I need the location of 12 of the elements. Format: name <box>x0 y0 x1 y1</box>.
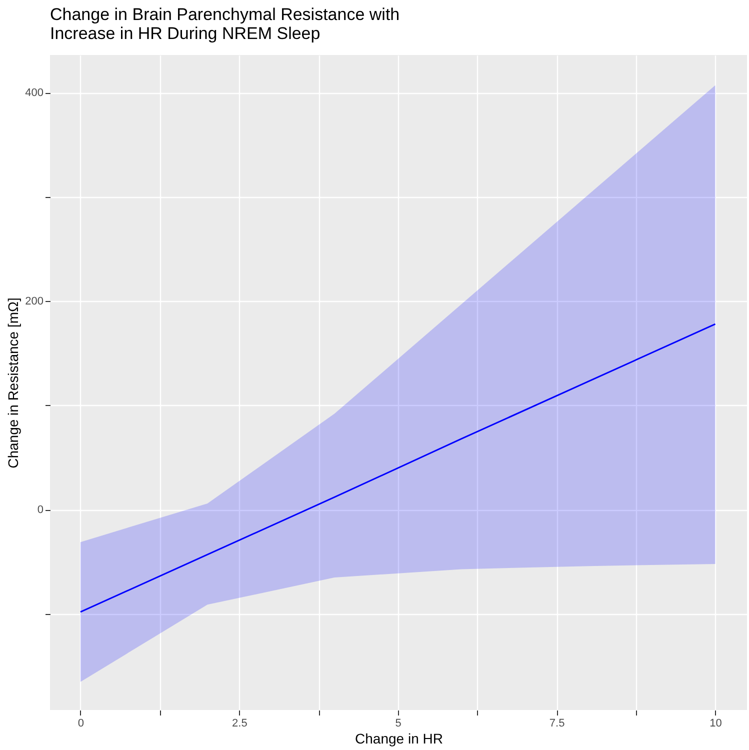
x-axis-title: Change in HR <box>355 730 443 746</box>
x-tick-label: 7.5 <box>549 718 565 730</box>
y-tick-label: 400 <box>25 87 44 100</box>
x-tick-label: 10 <box>710 718 722 730</box>
line-series <box>80 323 716 613</box>
y-tick-label: 0 <box>37 504 44 516</box>
y-tick-label: 200 <box>25 296 44 308</box>
x-tick-label: 5 <box>395 718 402 730</box>
x-tick-label: 0 <box>78 718 84 730</box>
y-axis-title: Change in Resistance [mΩ] <box>5 298 22 468</box>
chart-title: Change in Brain Parenchymal Resistance with Increase in HR During NREM Sleep <box>50 5 400 43</box>
x-tick-label: 2.5 <box>232 718 248 730</box>
